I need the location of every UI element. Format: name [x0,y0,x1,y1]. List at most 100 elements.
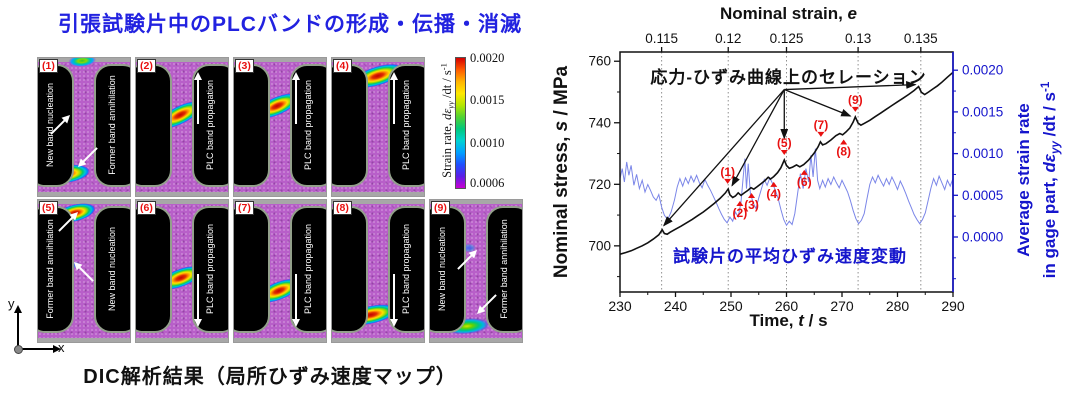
band-annotation-label: Former band annihilation [44,219,55,319]
specimen-tile-3: PLC band propagation (3) [233,57,327,197]
svg-text:0.125: 0.125 [770,31,804,46]
band-annotation-label: PLC band propagation [302,79,313,171]
serration-annotation: 応力-ひずみ曲線上のセレーション [650,68,927,87]
grip-strip-bottom [332,192,424,196]
propagation-arrow-down-icon [291,273,300,328]
serration-markers: (1) (2)(3) (4) (5) (6) (7) (8) (9) [720,93,862,220]
time-axis-label: Time, t / s [749,311,828,330]
grip-strip-top [332,200,424,204]
svg-text:230: 230 [608,298,632,314]
svg-text:280: 280 [886,298,910,314]
svg-text:0.0000: 0.0000 [962,230,1003,245]
x-axis-label: x [58,340,65,355]
svg-text:270: 270 [830,298,854,314]
specimen-tile-9: New band nucleation Former band annihilat… [429,199,523,343]
svg-text:720: 720 [588,177,611,192]
stress-axis-ticks: 700 720 740 760 [588,54,620,278]
colorbar-tick: 0.0015 [470,92,505,107]
plc-band [67,58,97,69]
left-grip-mask [136,206,172,333]
svg-text:760: 760 [588,54,611,69]
band-annotation-label: PLC band propagation [204,223,215,315]
band-annotation-label: Former band annihilation [498,219,509,319]
svg-text:(2): (2) [733,206,748,220]
left-grip-mask [234,206,270,333]
left-grip-mask [38,206,74,333]
grip-strip-bottom [332,338,424,342]
grip-strip-top [136,200,228,204]
svg-text:0.0005: 0.0005 [962,188,1003,203]
grip-strip-top [234,58,326,62]
specimen-tile-5: Former band annihilation New band nucleat… [37,199,131,343]
propagation-arrow-down-icon [389,273,398,328]
band-annotation-label: New band nucleation [106,226,117,312]
strain-rate-axis-ticks: 0.0020 0.0015 0.0010 0.0005 0.0000 [953,63,1003,280]
plot-frame [619,51,954,293]
grip-strip-top [136,58,228,62]
stress-axis-label: Nominal stress, s / MPa [551,65,572,279]
top-axis-title: Nominal strain, e [720,4,857,23]
right-grip-mask [388,64,424,187]
svg-text:260: 260 [775,298,799,314]
left-grip-mask [136,64,172,187]
annotation-arrows [662,81,917,227]
colorbar-tick: 0.0010 [470,135,505,150]
strain-rate-curve [619,148,954,227]
grip-strip-top [38,200,130,204]
pointer-arrow-icon [78,266,94,282]
specimen-tile-2: PLC band propagation (2) [135,57,229,197]
coordinate-axes-indicator: y x [6,296,76,368]
grip-strip-bottom [136,192,228,196]
left-grip-mask [234,64,270,187]
strain-rate-annotation: 試験片の平均ひずみ速度変動 [673,247,907,266]
svg-text:240: 240 [664,298,688,314]
svg-text:290: 290 [941,298,965,314]
svg-text:(3): (3) [744,198,759,212]
tile-number-badge: (2) [137,59,156,73]
colorbar-tick: 0.0006 [470,176,505,191]
colorbar: Strain rate, dεyy /dt / s-1 0.0020 0.0015… [432,51,540,195]
svg-text:(1): (1) [720,165,735,179]
grip-strip-bottom [136,338,228,342]
band-annotation-label: PLC band propagation [400,223,411,315]
tile-number-badge: (6) [137,201,156,215]
specimen-tile-8: PLC band propagation (8) [331,199,425,343]
svg-text:(9): (9) [848,93,863,107]
svg-text:0.13: 0.13 [845,31,871,46]
colorbar-tick: 0.0020 [470,51,505,66]
stress-curve [619,71,954,255]
grip-strip-top [430,200,522,204]
tile-number-badge: (9) [431,201,450,215]
svg-text:740: 740 [588,115,611,130]
band-annotation-label: Former band annihilation [106,75,117,175]
right-grip-mask [94,206,130,333]
propagation-arrow-down-icon [193,273,202,328]
svg-text:0.0010: 0.0010 [962,146,1003,161]
svg-text:(5): (5) [777,136,792,150]
specimen-tile-4: PLC band propagation (4) [331,57,425,197]
colorbar-label: Strain rate, dεyy /dt / s-1 [438,63,456,178]
colorbar-gradient [455,57,466,189]
x-axis-arrow-icon [18,345,61,353]
strain-rate-axis-label: Average strain rate in gage part, dεyy /… [1013,0,1062,390]
propagation-arrow-up-icon [291,72,300,125]
band-annotation-label: New band nucleation [44,82,55,168]
svg-text:0.0020: 0.0020 [962,63,1003,78]
grip-strip-bottom [234,338,326,342]
y-axis-arrow-icon [14,305,22,348]
svg-text:(7): (7) [814,118,829,132]
serration-chart-svg: 0.115 0.12 0.125 0.13 0.135 230 240 250 260 270 28… [588,31,1003,314]
svg-text:250: 250 [719,298,743,314]
tile-number-badge: (5) [39,201,58,215]
left-grip-mask [332,206,368,333]
band-annotation-label: PLC band propagation [400,79,411,171]
time-axis-ticks: 230 240 250 260 270 280 290 [608,292,965,314]
tile-number-badge: (3) [235,59,254,73]
svg-text:0.12: 0.12 [715,31,741,46]
band-annotation-label: New band nucleation [436,226,447,312]
nucleation-spot [461,243,476,253]
specimen-tile-1: New band nucleation Former band annihilat… [37,57,131,197]
grip-strip-top [234,200,326,204]
right-grip-mask [94,64,130,187]
band-annotation-label: PLC band propagation [204,79,215,171]
